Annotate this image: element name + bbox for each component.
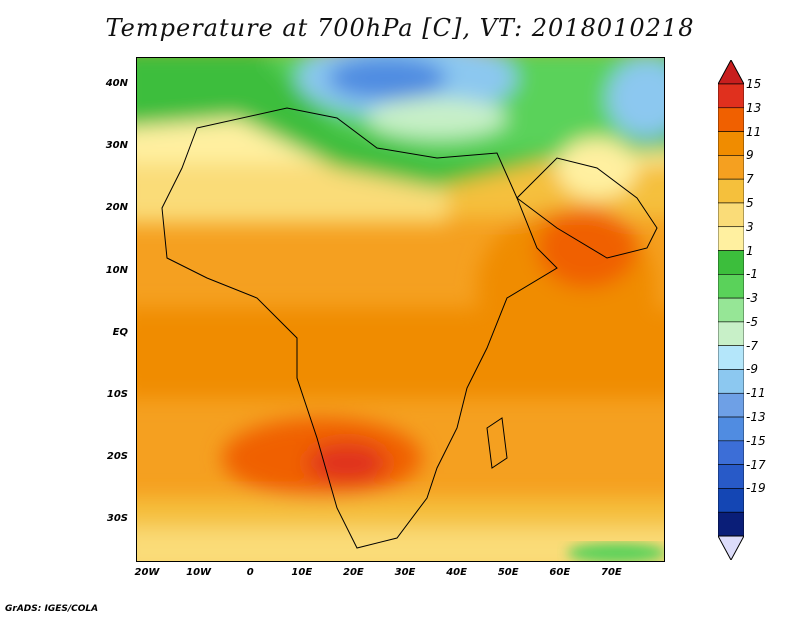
colorbar-segment — [718, 321, 744, 346]
colorbar-segment — [718, 369, 744, 394]
colorbar-segment — [718, 345, 744, 370]
lon-label: 20W — [134, 567, 160, 578]
equatorial-warm — [137, 308, 664, 398]
temperature-map — [136, 57, 665, 562]
colorbar-segment — [718, 464, 744, 489]
colorbar-label: -15 — [746, 433, 766, 448]
lat-label: 30N — [105, 140, 128, 152]
colorbar-segment — [718, 178, 744, 204]
colorbar-label: 3 — [746, 219, 754, 234]
indian-ocean-11c — [537, 208, 637, 288]
cool-pocket-m3c — [367, 98, 507, 138]
cold-pocket-m11c — [327, 58, 447, 100]
cold-pocket-east — [607, 58, 664, 138]
colorbar — [718, 60, 744, 560]
africa-coast — [161, 107, 558, 549]
lat-label: 40N — [105, 78, 128, 89]
colorbar-segment — [718, 226, 744, 251]
colorbar-label: 15 — [746, 77, 762, 91]
arabia-coast — [516, 157, 658, 259]
colorbar-label: 5 — [746, 195, 754, 210]
colorbar-label: 13 — [746, 100, 762, 115]
lat-label: 20S — [106, 451, 128, 463]
temperature-field — [137, 58, 664, 561]
colorbar-segment — [718, 488, 744, 513]
colorbar-label: -13 — [746, 410, 766, 425]
colorbar-segment — [718, 416, 744, 442]
lon-label: 10E — [291, 567, 313, 578]
colorbar-segment — [718, 107, 744, 132]
lon-label: 20E — [343, 567, 364, 578]
colorbar-segment — [718, 440, 744, 465]
colorbar-label: -17 — [746, 457, 766, 472]
colorbar-label: 9 — [746, 148, 754, 163]
lat-label: 10N — [105, 264, 128, 276]
south-africa-13c — [307, 443, 387, 483]
colorbar-segment — [718, 511, 744, 537]
lon-label: 10W — [186, 567, 212, 578]
colorbar-label: -5 — [746, 314, 758, 329]
lon-label: 0 — [246, 567, 254, 578]
colorbar-label: 11 — [746, 124, 762, 139]
coastlines — [161, 107, 658, 549]
lon-label: 50E — [497, 567, 519, 578]
colorbar-label: -11 — [746, 386, 766, 401]
lon-label: 40E — [446, 567, 467, 578]
colorbar-segment — [718, 202, 744, 228]
colorbar-label: 7 — [746, 172, 754, 187]
lat-label: 10S — [106, 389, 128, 400]
colorbar-segment — [718, 155, 744, 180]
colorbar-label: -7 — [746, 338, 758, 353]
colorbar-label: 1 — [746, 243, 754, 258]
lon-label: 60E — [549, 567, 571, 578]
colorbar-label: -9 — [746, 362, 758, 377]
map-title: Temperature at 700hPa [C], VT: 201801021… — [105, 14, 695, 42]
lon-label: 70E — [601, 567, 622, 578]
lon-label: 30E — [394, 567, 416, 578]
colorbar-top-arrow — [718, 60, 744, 85]
south-green-spot — [567, 543, 664, 561]
colorbar-segment — [718, 274, 744, 299]
colorbar-label: -19 — [746, 481, 766, 496]
credit-footer: GrADS: IGES/COLA — [5, 604, 99, 614]
colorbar-segment — [718, 392, 744, 418]
lat-label: 20N — [105, 202, 128, 214]
colorbar-bottom-arrow — [718, 535, 744, 560]
colorbar-segment — [718, 297, 744, 323]
colorbar-label: -1 — [746, 267, 758, 282]
madagascar-coast — [486, 417, 508, 469]
colorbar-label: -3 — [746, 291, 758, 306]
lat-label: EQ — [112, 326, 128, 338]
colorbar-segment — [718, 131, 744, 156]
colorbar-segment — [718, 83, 744, 109]
colorbar-segment — [718, 250, 744, 275]
lat-label: 30S — [106, 513, 128, 525]
